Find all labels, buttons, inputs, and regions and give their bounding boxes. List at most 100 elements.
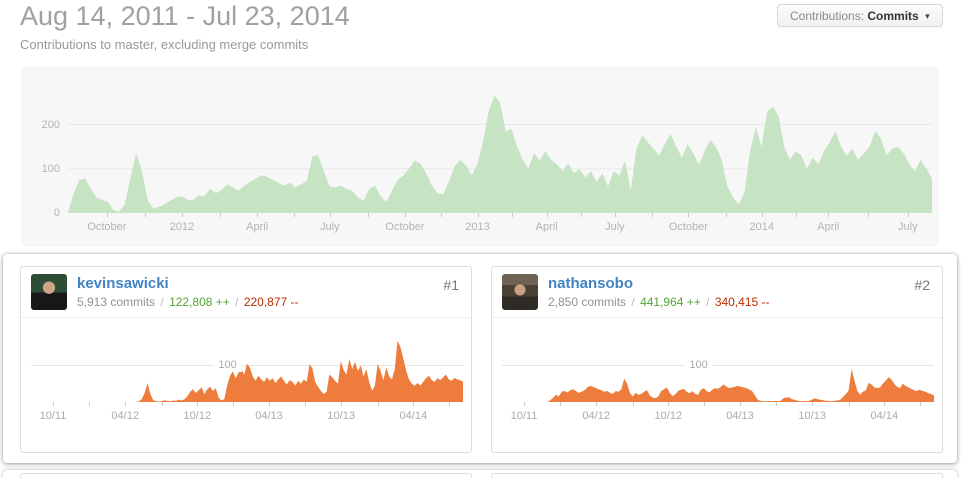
kevinsawicki-commits-xtick-label: 10/13 [327,410,355,422]
all-contributors-commits-xtick-label: 2012 [169,221,195,233]
avatar-kevinsawicki[interactable] [31,274,67,310]
nathansobo-commits-xtick-label: 04/14 [870,410,899,422]
all-contributors-commits-area [68,95,932,213]
kevinsawicki-commits-axis-tick [53,402,54,406]
next-contributor-card-peek [20,473,472,478]
all-contributors-commits-axis-tick [257,213,259,217]
all-contributors-commits-xtick-label: 2014 [749,221,775,233]
all-contributors-commits-axis-tick [512,213,514,217]
all-contributors-commits-xtick-label: October [87,221,127,233]
nathansobo-commits-area [502,365,934,402]
rank-badge: #2 [914,277,930,293]
nathansobo-commits-axis-tick [812,402,814,406]
separator: / [631,295,635,309]
all-contributors-commits-axis-tick [182,213,183,217]
kevinsawicki-commits-xtick-label: 04/14 [399,410,428,422]
nathansobo-commits-xtick-label: 10/12 [654,410,683,422]
all-contributors-commits-xtick-label: October [668,221,708,233]
all-contributors-commits-xtick-label: July [898,221,918,233]
kevinsawicki-commits-axis-tick [341,402,343,406]
nathansobo-commits-axis-tick [560,402,562,406]
all-contributors-commits-axis-tick [546,213,548,217]
separator: / [706,295,710,309]
username-link-kevinsawicki[interactable]: kevinsawicki [77,275,169,292]
nathansobo-commits-ytick-label: 100 [684,358,713,373]
username-link-nathansobo[interactable]: nathansobo [548,275,633,292]
contributor-card-header: nathansobo 2,850 commits / 441,964 ++ / … [492,267,942,318]
main-contributions-chart: 200 100 0 October 2012 April July October 2013 Ap… [42,67,932,233]
contributor-leaderboard-panel: kevinsawicki 5,913 commits / 122,808 ++ … [3,254,957,463]
nathansobo-commits-xtick-label: 04/13 [726,410,754,422]
all-contributors-commits-axis-tick [581,213,583,217]
nathansobo-commits-axis-tick [920,402,922,406]
all-contributors-commits-axis-tick [106,213,108,217]
all-contributors-commits-xtick-label: July [320,221,340,233]
all-contributors-commits-xtick-label: April [535,221,558,233]
all-contributors-commits-axis-tick [761,213,763,217]
kevinsawicki-commits-chart: 100 10/11 04/12 10/12 04/13 10/13 04/14 [31,318,463,422]
nathansobo-commits-axis-tick [740,402,741,406]
kevinsawicki-commits-axis-tick [413,402,415,406]
contributor-card-kevinsawicki: kevinsawicki 5,913 commits / 122,808 ++ … [20,266,472,453]
kevinsawicki-commits-axis-tick [233,402,235,406]
kevinsawicki-commits-axis-tick [449,402,451,406]
all-contributors-commits-axis-tick [220,213,222,217]
kevinsawicki-commits-axis-tick [269,402,270,406]
deletions-count: 340,415 -- [714,295,770,309]
contributions-filter-button[interactable]: Contributions: Commits ▾ [777,4,943,27]
separator: / [235,295,239,309]
nathansobo-commits-xtick-label: 10/13 [798,410,826,422]
all-contributors-commits-axis-tick [907,213,909,217]
commit-count: 2,850 commits [548,295,627,309]
separator: / [160,295,164,309]
kevinsawicki-commits-xtick-label: 04/13 [255,410,283,422]
all-contributors-commits-xtick-label: April [246,221,269,233]
all-contributors-commits-axis-tick [828,213,830,217]
kevinsawicki-commits-axis-tick [89,402,91,406]
nathansobo-commits-xtick-label: 10/11 [510,410,538,422]
kevinsawicki-commits-ytick-label: 100 [213,358,242,373]
all-contributors-commits-xtick-label: 2013 [465,221,490,233]
filter-label: Contributions: [790,9,865,23]
all-contributors-commits-ytick-label: 0 [53,207,60,219]
all-contributors-commits-xtick-label: July [605,221,625,233]
nathansobo-commits-axis-tick [884,402,886,406]
nathansobo-commits-chart: 100 10/11 04/12 10/12 04/13 10/13 04/14 [502,318,934,422]
all-contributors-commits-ytick-label: 200 [41,118,60,131]
all-contributors-commits-axis-tick [868,213,870,217]
nathansobo-commits-axis-tick [704,402,706,406]
additions-count: 122,808 ++ [169,295,230,309]
all-contributors-commits-axis-tick [477,213,479,217]
page-subtitle: Contributions to master, excluding merge… [20,37,309,52]
all-contributors-commits-axis-tick [614,213,616,217]
all-contributors-commits-axis-tick [795,213,797,217]
all-contributors-commits-axis-tick [405,213,406,217]
kevinsawicki-commits-axis-tick [305,402,307,406]
filter-value: Commits [867,9,919,23]
all-contributors-commits-axis-tick [144,213,146,217]
rank-badge: #1 [443,277,459,293]
all-contributors-commits-xtick-label: October [385,221,425,233]
all-contributors-commits-axis-tick [367,213,369,217]
additions-count: 441,964 ++ [640,295,701,309]
kevinsawicki-commits-axis-tick [161,402,163,406]
kevinsawicki-commits-area [31,340,463,402]
kevinsawicki-commits-xtick-label: 04/12 [111,410,139,422]
nathansobo-commits-axis-tick [596,402,598,406]
kevinsawicki-commits-axis-tick [377,402,379,406]
commit-count: 5,913 commits [77,295,156,309]
kevinsawicki-commits-axis-tick [197,402,199,406]
all-contributors-commits-axis-tick [441,213,443,217]
next-contributor-card-peek [491,473,943,478]
nathansobo-commits-axis-tick [668,402,670,406]
contributor-stats: 5,913 commits / 122,808 ++ / 220,877 -- [77,295,299,309]
avatar-nathansobo[interactable] [502,274,538,310]
all-contributors-commits-xtick-label: April [817,221,840,233]
contributor-card-header: kevinsawicki 5,913 commits / 122,808 ++ … [21,267,471,318]
page-title: Aug 14, 2011 - Jul 23, 2014 [20,1,350,31]
all-contributors-commits-axis-tick [688,213,690,217]
nathansobo-commits-axis-tick [848,402,850,406]
kevinsawicki-commits-xtick-label: 10/11 [39,410,67,422]
all-contributors-commits-axis-tick [725,213,727,217]
